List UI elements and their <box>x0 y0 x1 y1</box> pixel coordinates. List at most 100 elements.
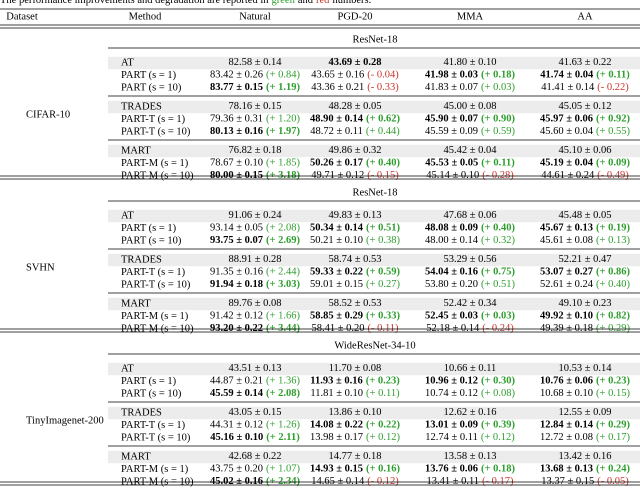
cell: 11.93 ± 0.16 (+ 0.23) <box>310 376 400 387</box>
method-name: AT <box>121 363 134 374</box>
dataset-label: CIFAR-10 <box>26 109 70 120</box>
cell-delta: (+ 0.17) <box>596 432 630 443</box>
cell-value: 93.14 ± 0.05 <box>210 223 263 234</box>
cell: 45.00 ± 0.08 <box>443 101 496 112</box>
method-name: TRADES <box>121 407 162 418</box>
cell-value: 52.21 ± 0.47 <box>558 254 611 265</box>
cell: 14.08 ± 0.22 (+ 0.22) <box>310 420 400 431</box>
cell-value: 45.67 ± 0.13 <box>540 223 593 234</box>
cell-value: 45.42 ± 0.04 <box>443 145 497 156</box>
cell-value: 12.74 ± 0.11 <box>425 432 478 443</box>
cell-value: 12.55 ± 0.09 <box>558 407 611 418</box>
cell: 89.76 ± 0.08 <box>228 298 281 309</box>
cell: 88.91 ± 0.28 <box>228 254 281 265</box>
caption-part: green <box>272 0 296 6</box>
cell-delta: (+ 0.86) <box>596 267 630 278</box>
cell-delta: (+ 0.90) <box>481 114 515 125</box>
cell: 45.48 ± 0.05 <box>558 210 611 221</box>
cell: 80.13 ± 0.16 (+ 1.97) <box>210 126 300 137</box>
cell-value: 10.53 ± 0.14 <box>558 363 612 374</box>
cell: 11.81 ± 0.10 (+ 0.11) <box>310 388 400 399</box>
cell: 45.97 ± 0.06 (+ 0.92) <box>540 114 630 125</box>
cell: 52.21 ± 0.47 <box>558 254 611 265</box>
cell-value: 14.77 ± 0.18 <box>328 451 381 462</box>
cell-value: 43.36 ± 0.21 <box>311 82 364 93</box>
cell-delta: (+ 0.23) <box>596 376 630 387</box>
cell-value: 48.00 ± 0.14 <box>425 235 479 246</box>
cell: 48.00 ± 0.14 (+ 0.32) <box>425 235 515 246</box>
cell-value: 10.68 ± 0.10 <box>540 388 593 399</box>
cell: 13.98 ± 0.17 (+ 0.12) <box>310 432 400 443</box>
cell-value: 48.28 ± 0.05 <box>328 101 381 112</box>
method-name: PART (s = 1) <box>121 70 177 81</box>
cell-value: 43.75 ± 0.20 <box>210 464 263 475</box>
cell: 49.92 ± 0.10 (+ 0.82) <box>540 311 630 322</box>
cell-value: 47.68 ± 0.06 <box>443 210 496 221</box>
caption-part: numbers. <box>332 0 371 6</box>
cell: 59.33 ± 0.22 (+ 0.59) <box>310 267 400 278</box>
cell-value: 45.19 ± 0.04 <box>540 158 594 169</box>
cell: 53.80 ± 0.20 (+ 0.51) <box>425 279 515 290</box>
cell-value: 80.13 ± 0.16 <box>210 126 263 137</box>
cell-value: 83.77 ± 0.15 <box>210 82 263 93</box>
cell: 45.67 ± 0.13 (+ 0.19) <box>540 223 630 234</box>
cell: 58.85 ± 0.29 (+ 0.33) <box>310 311 400 322</box>
cell: 78.16 ± 0.15 <box>228 101 281 112</box>
cell-delta: (+ 0.40) <box>596 279 630 290</box>
cell: 43.05 ± 0.15 <box>228 407 281 418</box>
method-name: PART-T (s = 10) <box>121 432 191 443</box>
cell-value: 13.98 ± 0.17 <box>310 432 363 443</box>
cell-delta: (+ 0.51) <box>481 279 515 290</box>
cell-value: 13.76 ± 0.06 <box>425 464 478 475</box>
cell: 42.68 ± 0.22 <box>228 451 281 462</box>
cell-delta: (+ 1.07) <box>266 464 300 475</box>
cell-delta: (+ 2.44) <box>266 267 300 278</box>
method-name: AT <box>121 57 134 68</box>
row-highlight <box>108 56 640 70</box>
cell-delta: (+ 2.69) <box>266 235 300 246</box>
caption-part: red <box>316 0 330 6</box>
cell-value: 12.72 ± 0.08 <box>540 432 593 443</box>
dataset-label: SVHN <box>26 262 55 273</box>
cell-value: 14.93 ± 0.15 <box>310 464 363 475</box>
row-highlight <box>108 253 640 267</box>
method-name: PART-M (s = 1) <box>121 158 189 169</box>
cell-delta: (+ 2.08) <box>266 388 300 399</box>
method-name: AT <box>121 210 134 221</box>
cell-value: 49.83 ± 0.13 <box>328 210 381 221</box>
cell-value: 91.42 ± 0.12 <box>210 311 263 322</box>
cell: 48.08 ± 0.09 (+ 0.40) <box>425 223 515 234</box>
cell-value: 49.86 ± 0.32 <box>328 145 381 156</box>
row-highlight <box>108 406 640 420</box>
cell: 44.87 ± 0.21 (+ 1.36) <box>210 376 300 387</box>
cell-delta: (+ 0.03) <box>481 311 515 322</box>
cell-value: 45.90 ± 0.07 <box>425 114 478 125</box>
cell-value: 53.29 ± 0.56 <box>443 254 496 265</box>
cell-delta: (+ 0.82) <box>596 311 630 322</box>
backbone-label: WideResNet-34-10 <box>334 340 415 351</box>
cell-delta: (+ 0.51) <box>366 223 400 234</box>
cell-value: 82.58 ± 0.14 <box>228 57 282 68</box>
cell: 12.55 ± 0.09 <box>558 407 611 418</box>
cell: 52.45 ± 0.03 (+ 0.03) <box>425 311 515 322</box>
cell-value: 45.61 ± 0.08 <box>540 235 593 246</box>
cell-value: 50.21 ± 0.10 <box>310 235 363 246</box>
cell-delta: (+ 0.03) <box>481 82 515 93</box>
cell: 14.77 ± 0.18 <box>328 451 381 462</box>
cell: 91.06 ± 0.24 <box>228 210 282 221</box>
cell-value: 13.42 ± 0.16 <box>558 451 611 462</box>
column-header: PGD-20 <box>337 11 372 22</box>
cell-delta: (+ 2.11) <box>266 432 300 443</box>
row-highlight <box>108 209 640 223</box>
method-name: PART (s = 10) <box>121 82 182 93</box>
cell-value: 41.83 ± 0.07 <box>425 82 478 93</box>
cell-delta: (+ 0.12) <box>366 432 400 443</box>
cell: 12.62 ± 0.16 <box>443 407 496 418</box>
cell-value: 11.70 ± 0.08 <box>329 363 382 374</box>
cell-value: 58.52 ± 0.53 <box>328 298 381 309</box>
cell-value: 59.01 ± 0.15 <box>310 279 363 290</box>
cell: 91.35 ± 0.16 (+ 2.44) <box>210 267 300 278</box>
method-name: TRADES <box>121 101 162 112</box>
